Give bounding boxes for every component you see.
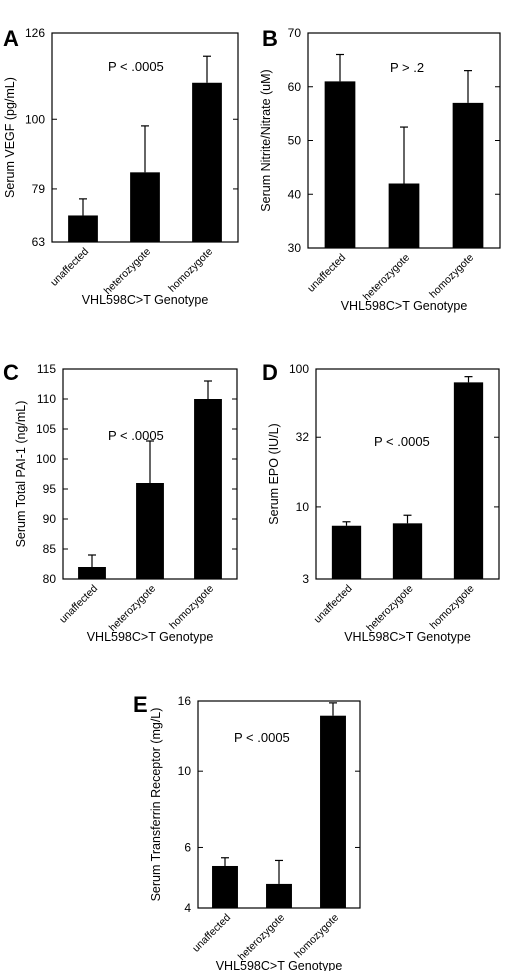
bar-unaffected [68, 215, 98, 242]
bar-homozygote [453, 382, 484, 579]
y-tick-label: 40 [288, 187, 302, 201]
y-tick-label: 110 [37, 392, 56, 406]
category-label-unaffected: unaffected [305, 252, 348, 295]
p-value-annotation: P < .0005 [374, 434, 430, 449]
y-axis-title: Serum Transferrin Receptor (mg/L) [149, 708, 163, 902]
bar-heterozygote [136, 483, 164, 579]
category-label-heterozygote: heterozygote [236, 912, 288, 964]
p-value-annotation: P < .0005 [234, 730, 290, 745]
category-label-unaffected: unaffected [190, 912, 233, 955]
panel-c: C 80 85 90 95 100 105 110 115 unaffected heterozyg… [3, 360, 238, 644]
panel-a: A 63 79 100 126 unaffected heterozygote homozyg… [3, 26, 239, 307]
p-value-annotation: P < .0005 [108, 59, 164, 74]
x-axis-title: VHL598C>T Genotype [87, 630, 214, 644]
category-label-unaffected: unaffected [48, 246, 91, 289]
category-label-heterozygote: heterozygote [361, 252, 413, 304]
bar-unaffected [324, 81, 356, 248]
y-tick-label: 80 [43, 572, 57, 586]
y-tick-label: 95 [43, 482, 57, 496]
bar-homozygote [194, 399, 222, 579]
category-label-unaffected: unaffected [57, 583, 100, 626]
y-tick-label: 105 [36, 422, 56, 436]
y-tick-label: 10 [178, 764, 192, 778]
bar-unaffected [212, 865, 238, 908]
y-tick-label: 70 [288, 26, 302, 40]
panel-d: D 3 10 32 100 unaffected heterozygote homozygot… [262, 360, 500, 644]
category-label-heterozygote: heterozygote [102, 246, 154, 298]
y-tick-label: 50 [288, 134, 302, 148]
category-label-homozygote: homozygote [167, 583, 216, 632]
y-axis-title: Serum Nitrite/Nitrate (uM) [259, 69, 273, 211]
panel-letter: E [133, 692, 148, 717]
bar-homozygote [452, 102, 484, 248]
y-tick-label: 100 [289, 362, 309, 376]
y-tick-label: 10 [296, 500, 310, 514]
category-label-heterozygote: heterozygote [107, 583, 159, 635]
bar-heterozygote [392, 523, 423, 579]
p-value-annotation: P > .2 [390, 60, 424, 75]
x-axis-title: VHL598C>T Genotype [216, 959, 343, 971]
y-tick-label: 6 [184, 840, 191, 854]
category-label-homozygote: homozygote [427, 252, 476, 301]
x-axis-title: VHL598C>T Genotype [341, 299, 468, 313]
y-tick-label: 100 [36, 452, 56, 466]
y-axis-title: Serum EPO (IU/L) [267, 423, 281, 524]
y-tick-label: 100 [25, 112, 45, 126]
y-tick-label: 60 [288, 80, 302, 94]
y-tick-label: 79 [32, 182, 46, 196]
y-tick-label: 4 [184, 901, 191, 915]
p-value-annotation: P < .0005 [108, 428, 164, 443]
panel-letter: D [262, 360, 278, 385]
bar-homozygote [192, 82, 222, 242]
y-tick-label: 63 [32, 235, 46, 249]
panel-letter: A [3, 26, 19, 51]
bar-unaffected [78, 567, 106, 579]
panel-b: B 30 40 50 60 70 unaffected heterozygote homozyg… [259, 26, 501, 313]
y-axis-title: Serum VEGF (pg/mL) [3, 77, 17, 198]
category-label-homozygote: homozygote [166, 246, 215, 295]
category-label-unaffected: unaffected [312, 583, 355, 626]
bar-heterozygote [266, 883, 292, 908]
x-axis-title: VHL598C>T Genotype [344, 630, 471, 644]
category-label-heterozygote: heterozygote [364, 583, 416, 635]
panel-letter: C [3, 360, 19, 385]
panel-e: E 4 6 10 16 unaffected heterozygote homozygoteV… [133, 692, 361, 973]
category-label-homozygote: homozygote [292, 912, 341, 961]
category-label-homozygote: homozygote [428, 583, 477, 632]
y-tick-label: 85 [43, 542, 57, 556]
x-axis-title: VHL598C>T Genotype [82, 293, 209, 307]
bar-heterozygote [130, 172, 160, 242]
y-tick-label: 126 [25, 26, 45, 40]
panel-letter: B [262, 26, 278, 51]
bar-homozygote [320, 715, 346, 908]
y-tick-label: 90 [43, 512, 57, 526]
y-axis-title: Serum Total PAI-1 (ng/mL) [14, 401, 28, 548]
y-tick-label: 115 [37, 362, 56, 376]
y-tick-label: 3 [302, 572, 309, 586]
y-tick-label: 32 [296, 430, 310, 444]
bar-unaffected [331, 525, 362, 579]
bar-heterozygote [388, 183, 420, 248]
y-tick-label: 30 [288, 241, 302, 255]
y-tick-label: 16 [178, 694, 192, 708]
